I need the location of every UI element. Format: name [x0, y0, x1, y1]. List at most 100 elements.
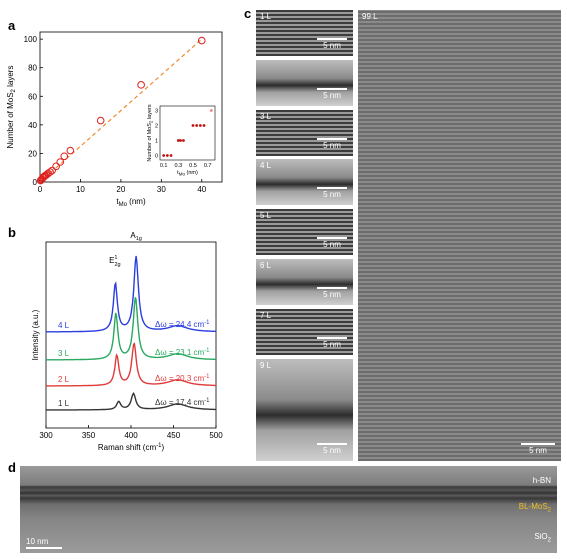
tem-image-small: 3 L 5 nm: [256, 109, 353, 156]
delta-label: Δω = 24.4 cm-1: [155, 320, 210, 329]
data-point: [197, 36, 206, 45]
data-point: [60, 152, 69, 161]
inset-point: [202, 124, 206, 127]
x-tick-label: 500: [209, 431, 223, 440]
plot-frame: [39, 31, 223, 183]
scale-bar: 5 nm: [317, 87, 347, 100]
x-tick-label: 20: [116, 185, 125, 194]
chart-b-series: [46, 255, 217, 411]
series-label: 3 L: [58, 349, 70, 358]
inset-point: [179, 139, 182, 142]
inset-y-tick-label: 1: [155, 139, 158, 145]
tem-image-small: 4 L 5 nm: [256, 159, 353, 206]
label-sio2: SiO2: [534, 532, 551, 544]
y-axis-label: Intensity (a.u.): [31, 309, 40, 360]
x-tick-label: 0: [38, 185, 43, 194]
tem-label: 99 L: [362, 12, 378, 21]
tem-cross-section: h-BN BL-MoS2 SiO2 10 nm: [20, 466, 557, 553]
panel-letter-a: a: [8, 18, 16, 33]
scale-bar: 5 nm: [317, 38, 347, 50]
x-tick-label: 300: [39, 431, 53, 440]
tem-image-small: 1 L 5 nm: [256, 10, 353, 56]
panel-letter-b: b: [8, 225, 16, 240]
y-tick-label: 20: [28, 149, 37, 158]
series-label: 4 L: [58, 321, 70, 330]
inset-point: [165, 154, 169, 157]
delta-label: Δω = 17.4 cm-1: [155, 398, 210, 407]
y-axis-label: Number of MoS2 layers: [6, 66, 17, 149]
data-point: [137, 81, 145, 89]
inset-y-axis-label: Number of MoS2 layers: [147, 104, 154, 161]
scale-bar: 5 nm: [317, 187, 347, 199]
data-point: [96, 116, 105, 125]
x-tick-label: 400: [124, 431, 138, 440]
scale-bar: 5 nm: [521, 443, 555, 455]
chart-b-labels: 1 L Δω = 17.4 cm-1 2 L Δω = 20.3 cm-1 3 L Δω …: [58, 232, 210, 408]
x-tick-label: 350: [82, 431, 96, 440]
tem-label: 6 L: [260, 261, 272, 270]
x-axis-label: tMo (nm): [116, 197, 146, 208]
tem-label: 9 L: [260, 360, 272, 370]
panel-letter-c: c: [244, 6, 252, 21]
inset-point: [182, 139, 185, 142]
delta-label: Δω = 20.3 cm-1: [155, 374, 210, 383]
scale-bar: 5 nm: [317, 287, 347, 299]
inset-frame: [159, 105, 216, 161]
peak-label-a1g: A1g: [130, 232, 141, 242]
scale-bar: 5 nm: [317, 442, 347, 455]
spectrum-line: [46, 255, 217, 333]
tem-image-99-layers: 99 L 5 nm: [358, 10, 561, 461]
scale-bar: 5 nm: [317, 237, 347, 249]
y-tick-label: 40: [28, 121, 37, 130]
data-point: [56, 158, 65, 166]
chart-a-points: [36, 36, 206, 185]
tem-label: 5 L: [260, 211, 272, 221]
inset-x-tick-label: 0.5: [189, 163, 197, 169]
inset-x-tick-label: 0.1: [160, 163, 168, 169]
data-point: [46, 168, 54, 176]
tem-image-small: 6 L 5 nm: [256, 259, 353, 305]
peak-label-e2g: E1 2g: [109, 255, 121, 268]
y-tick-label: 100: [24, 35, 38, 44]
y-tick-label: 60: [28, 92, 37, 101]
inset-x-axis-label: tMo (nm): [177, 170, 198, 177]
data-point: [48, 166, 56, 175]
data-point: [66, 146, 75, 155]
inset-point: [209, 109, 213, 112]
tem-image-small: 5 nm: [256, 59, 353, 106]
tem-image-small: 5 L 5 nm: [256, 209, 353, 256]
chart-a-inset: 0.1 0.3 0.5 0.7 0 1 2 3 tMo (nm) Number of MoS2 l…: [147, 104, 216, 177]
tem-image-small: 7 L 5 nm: [256, 308, 353, 355]
scale-bar: 5 nm: [317, 137, 347, 150]
inset-point: [162, 154, 166, 157]
chart-b-axes: 300 350 400 450 500 Raman shift (cm-1) Intensi…: [31, 241, 223, 452]
inset-y-tick-label: 0: [155, 154, 158, 160]
x-tick-label: 30: [157, 185, 166, 194]
inset-x-tick-label: 0.7: [204, 163, 212, 169]
y-tick-label: 80: [28, 64, 37, 73]
inset-point: [169, 154, 173, 157]
inset-point: [195, 124, 199, 127]
x-axis-label: Raman shift (cm-1): [98, 443, 165, 452]
inset-y-tick-label: 2: [155, 124, 158, 130]
x-tick-label: 450: [167, 431, 181, 440]
delta-label: Δω = 23.1 cm-1: [155, 348, 210, 357]
data-point: [52, 162, 60, 171]
inset-x-tick-label: 0.3: [175, 163, 183, 169]
spectrum-line: [46, 392, 216, 411]
y-tick-label: 0: [33, 178, 38, 187]
spectrum-line: [46, 342, 216, 387]
scale-bar: 10 nm: [26, 537, 62, 549]
x-tick-label: 40: [197, 185, 206, 194]
x-tick-label: 10: [76, 185, 85, 194]
tem-label: 4 L: [260, 161, 272, 171]
series-label: 1 L: [58, 399, 70, 408]
label-hbn: h-BN: [532, 476, 551, 485]
chart-b: 300 350 400 450 500 Raman shift (cm-1) Intensi…: [31, 232, 223, 452]
tem-image-small: 9 L 5 nm: [256, 358, 353, 461]
inset-point: [191, 124, 195, 127]
scale-bar: 5 nm: [317, 336, 347, 349]
series-label: 2 L: [58, 375, 70, 384]
